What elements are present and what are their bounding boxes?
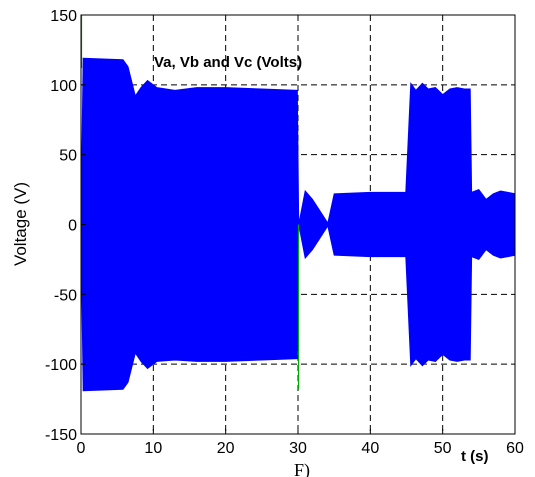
y-axis-label: Voltage (V) [11, 182, 30, 266]
x-tick-label-3: 30 [289, 440, 307, 457]
y-ticks: 150 100 50 0 -50 -100 -150 [45, 8, 86, 444]
x-axis-label: t (s) [461, 448, 489, 465]
x-ticks: 0 10 20 30 40 50 60 [77, 429, 524, 457]
x-tick-label-1: 10 [144, 440, 162, 457]
y-tick-label-3: 0 [68, 218, 77, 235]
y-tick-label-4: -50 [54, 287, 77, 304]
y-tick-label-0: 150 [50, 8, 77, 25]
y-tick-label-1: 100 [50, 78, 77, 95]
x-tick-label-6: 60 [506, 440, 524, 457]
figure-caption: F) [294, 460, 310, 477]
x-tick-label-4: 40 [361, 440, 379, 457]
y-tick-label-6: -150 [45, 427, 77, 444]
y-tick-label-5: -100 [45, 357, 77, 374]
x-tick-label-2: 20 [217, 440, 235, 457]
y-tick-label-2: 50 [59, 148, 77, 165]
annotation-label: Va, Vb and Vc (Volts) [154, 54, 302, 71]
x-tick-label-0: 0 [77, 440, 86, 457]
x-tick-label-5: 50 [434, 440, 452, 457]
